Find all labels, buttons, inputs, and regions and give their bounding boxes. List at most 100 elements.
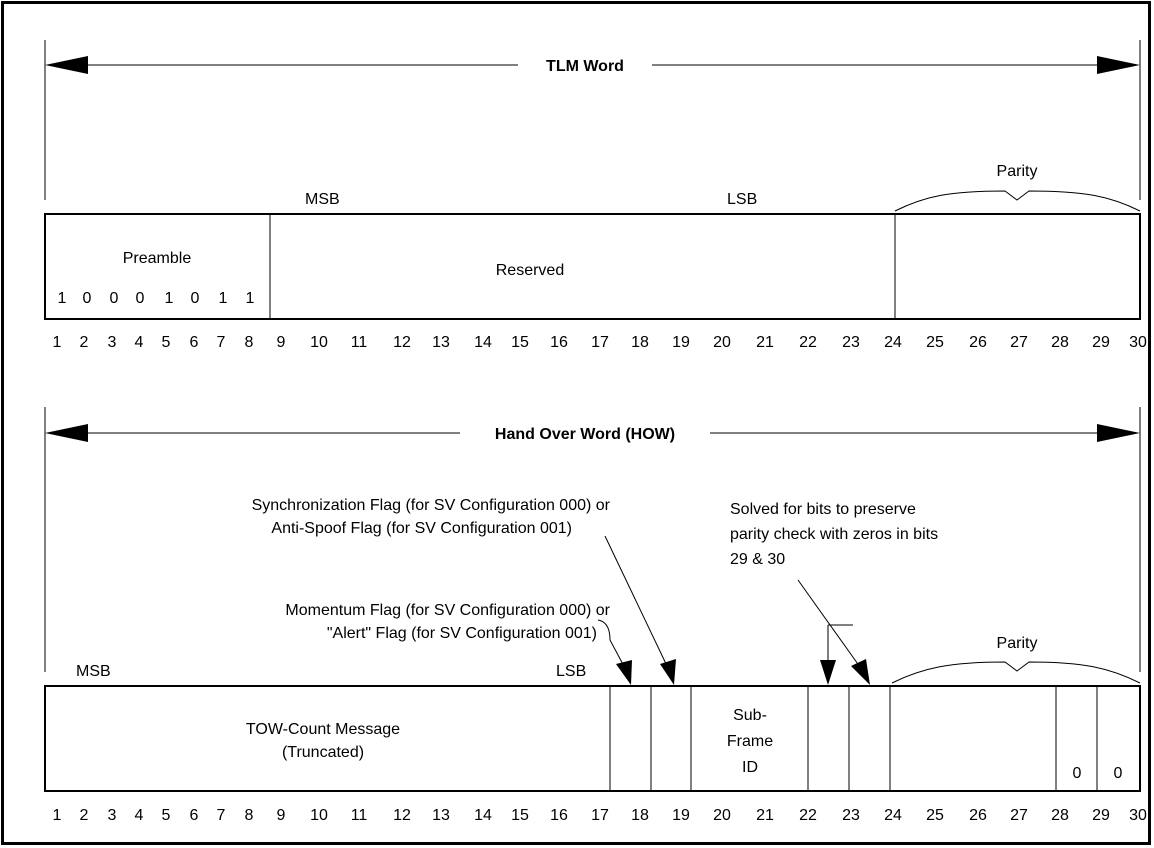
zero-bit-29: 0 (1073, 765, 1082, 782)
bit-number: 15 (511, 807, 529, 824)
bit-number: 30 (1129, 334, 1147, 351)
how-section: Hand Over Word (HOW) Synchronization Fla… (44, 407, 1147, 824)
bit-number: 29 (1092, 334, 1110, 351)
subframe-id-label-line3: ID (742, 759, 758, 776)
bit-number: 6 (190, 334, 199, 351)
tlm-word-box (44, 213, 1141, 320)
bit-number: 11 (351, 807, 368, 824)
how-msb-label: MSB (76, 663, 111, 680)
bit-number: 13 (432, 807, 450, 824)
bit-number: 16 (550, 807, 568, 824)
tlm-preamble-label: Preamble (123, 250, 192, 267)
how-lsb-label: LSB (556, 663, 586, 680)
zero-bit-30: 0 (1114, 765, 1123, 782)
bit-number: 17 (591, 334, 609, 351)
bit-number: 8 (245, 334, 254, 351)
bit-number: 10 (310, 334, 328, 351)
bit-number: 17 (591, 807, 609, 824)
bit-number: 21 (756, 334, 774, 351)
tow-count-label-line2: (Truncated) (282, 744, 364, 761)
bit-number: 8 (245, 807, 254, 824)
how-parity-brace (891, 661, 1141, 684)
sync-flag-leader (604, 535, 669, 669)
bit-number: 20 (713, 334, 731, 351)
bit-number: 24 (884, 807, 902, 824)
bit-number: 18 (631, 807, 649, 824)
momentum-flag-arrowhead (616, 660, 632, 685)
bit-number: 12 (393, 334, 411, 351)
bit-number: 7 (217, 807, 226, 824)
preamble-bit: 0 (110, 290, 119, 307)
bit-number: 11 (351, 334, 368, 351)
bit-number: 3 (108, 334, 117, 351)
bit-number: 13 (432, 334, 450, 351)
bit-number: 5 (162, 334, 171, 351)
preamble-bit: 0 (83, 290, 92, 307)
sync-flag-note-line2: Anti-Spoof Flag (for SV Configuration 00… (271, 520, 572, 537)
bit-number: 5 (162, 807, 171, 824)
bit-number: 16 (550, 334, 568, 351)
preamble-bit: 1 (58, 290, 67, 307)
how-parity-label: Parity (997, 635, 1038, 652)
bit-number: 28 (1051, 807, 1069, 824)
sync-flag-note-line1: Synchronization Flag (for SV Configurati… (252, 497, 611, 514)
bit-number: 25 (926, 334, 944, 351)
bit-number: 26 (969, 807, 987, 824)
bit-number: 21 (756, 807, 774, 824)
bit-number: 19 (672, 807, 690, 824)
preamble-bit: 1 (246, 290, 255, 307)
momentum-flag-note-line2: "Alert" Flag (for SV Configuration 001) (327, 625, 597, 642)
tlm-lsb-label: LSB (727, 191, 757, 208)
bit-number: 12 (393, 807, 411, 824)
bit-number: 1 (53, 807, 62, 824)
sync-flag-arrowhead (660, 659, 676, 685)
how-title: Hand Over Word (HOW) (495, 426, 675, 443)
bit-number: 27 (1010, 807, 1028, 824)
tlm-bit-numbers: 1 2 3 4 5 6 7 8 9 10 11 12 13 14 15 16 17 18 19 20 21 22 23 24 2… (53, 334, 1147, 351)
bit-number: 25 (926, 807, 944, 824)
bit-number: 15 (511, 334, 529, 351)
momentum-flag-leader (597, 619, 627, 671)
tlm-right-arrowhead (1097, 56, 1140, 74)
tlm-msb-label: MSB (305, 191, 340, 208)
solved-leader-bit24-line (797, 579, 861, 668)
how-right-arrowhead (1097, 424, 1140, 442)
bit-number: 10 (310, 807, 328, 824)
bit-number: 14 (474, 807, 492, 824)
bit-number: 9 (277, 334, 286, 351)
bit-number: 29 (1092, 807, 1110, 824)
bit-number: 9 (277, 807, 286, 824)
bit-number: 2 (80, 807, 89, 824)
bit-number: 28 (1051, 334, 1069, 351)
solved-note-line1: Solved for bits to preserve (730, 501, 916, 518)
bit-number: 14 (474, 334, 492, 351)
bit-number: 18 (631, 334, 649, 351)
preamble-bit: 1 (219, 290, 228, 307)
tlm-left-arrowhead (45, 56, 88, 74)
tow-count-label-line1: TOW-Count Message (246, 721, 400, 738)
bit-number: 27 (1010, 334, 1028, 351)
subframe-id-label-line2: Frame (727, 733, 773, 750)
bit-number: 22 (799, 807, 817, 824)
tlm-parity-brace (894, 190, 1141, 212)
bit-number: 19 (672, 334, 690, 351)
bit-number: 23 (842, 334, 860, 351)
preamble-bit: 0 (191, 290, 200, 307)
bit-number: 3 (108, 807, 117, 824)
bit-number: 26 (969, 334, 987, 351)
preamble-bit: 0 (136, 290, 145, 307)
how-word-box (44, 685, 1141, 792)
tlm-reserved-label: Reserved (496, 262, 564, 279)
bit-number: 7 (217, 334, 226, 351)
bit-number: 1 (53, 334, 62, 351)
preamble-bit: 1 (165, 290, 174, 307)
bit-number: 23 (842, 807, 860, 824)
subframe-id-label-line1: Sub- (733, 707, 767, 724)
bit-number: 4 (135, 334, 144, 351)
how-bit-numbers: 1 2 3 4 5 6 7 8 9 10 11 12 13 14 15 16 17 18 19 20 21 22 23 24 2… (53, 807, 1147, 824)
bit-number: 2 (80, 334, 89, 351)
